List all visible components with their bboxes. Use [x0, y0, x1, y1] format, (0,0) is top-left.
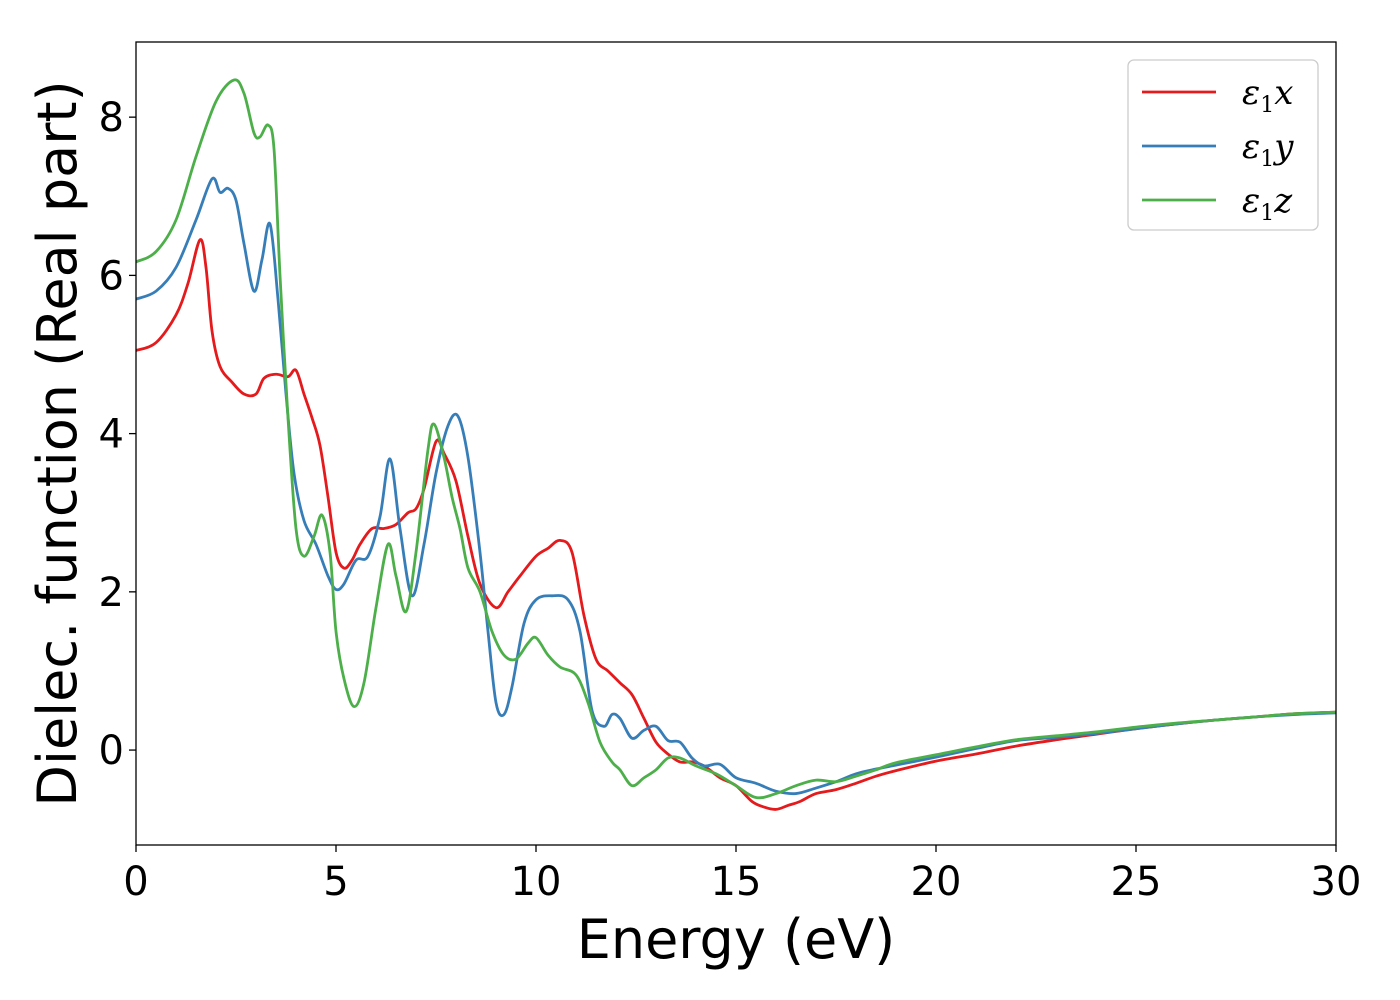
x-tick-label: 30 — [1311, 859, 1362, 905]
x-tick-label: 10 — [511, 859, 562, 905]
y-tick-label: 2 — [99, 570, 124, 616]
x-tick-label: 25 — [1111, 859, 1162, 905]
series-line-z — [136, 78, 1336, 800]
legend-box — [1127, 59, 1319, 231]
legend-entry-z: ε1z — [1142, 181, 1293, 226]
legend-entry-y: ε1y — [1142, 127, 1294, 172]
x-tick-label: 5 — [323, 859, 348, 905]
x-axis-label: Energy (eV) — [577, 908, 896, 971]
y-axis-label: Dielec. function (Real part) — [26, 80, 89, 806]
y-tick-label: 4 — [99, 412, 124, 458]
x-tick-label: 20 — [911, 859, 962, 905]
y-tick-label: 8 — [99, 95, 124, 141]
legend-label: ε1y — [1242, 127, 1294, 172]
legend-label: ε1z — [1242, 181, 1293, 226]
y-tick-label: 0 — [99, 728, 124, 774]
x-tick-label: 15 — [711, 859, 762, 905]
x-tick-label: 0 — [123, 859, 148, 905]
legend-entry-x: ε1x — [1142, 73, 1293, 118]
y-axis: 0 2 4 6 8 — [99, 95, 136, 774]
legend-label: ε1x — [1242, 73, 1293, 118]
y-tick-label: 6 — [99, 253, 124, 299]
series-line-x — [136, 238, 1336, 811]
legend: ε1x ε1y ε1z — [1127, 59, 1319, 231]
series-layer — [136, 78, 1336, 811]
x-axis: 0 5 10 15 20 25 30 — [123, 845, 1361, 905]
